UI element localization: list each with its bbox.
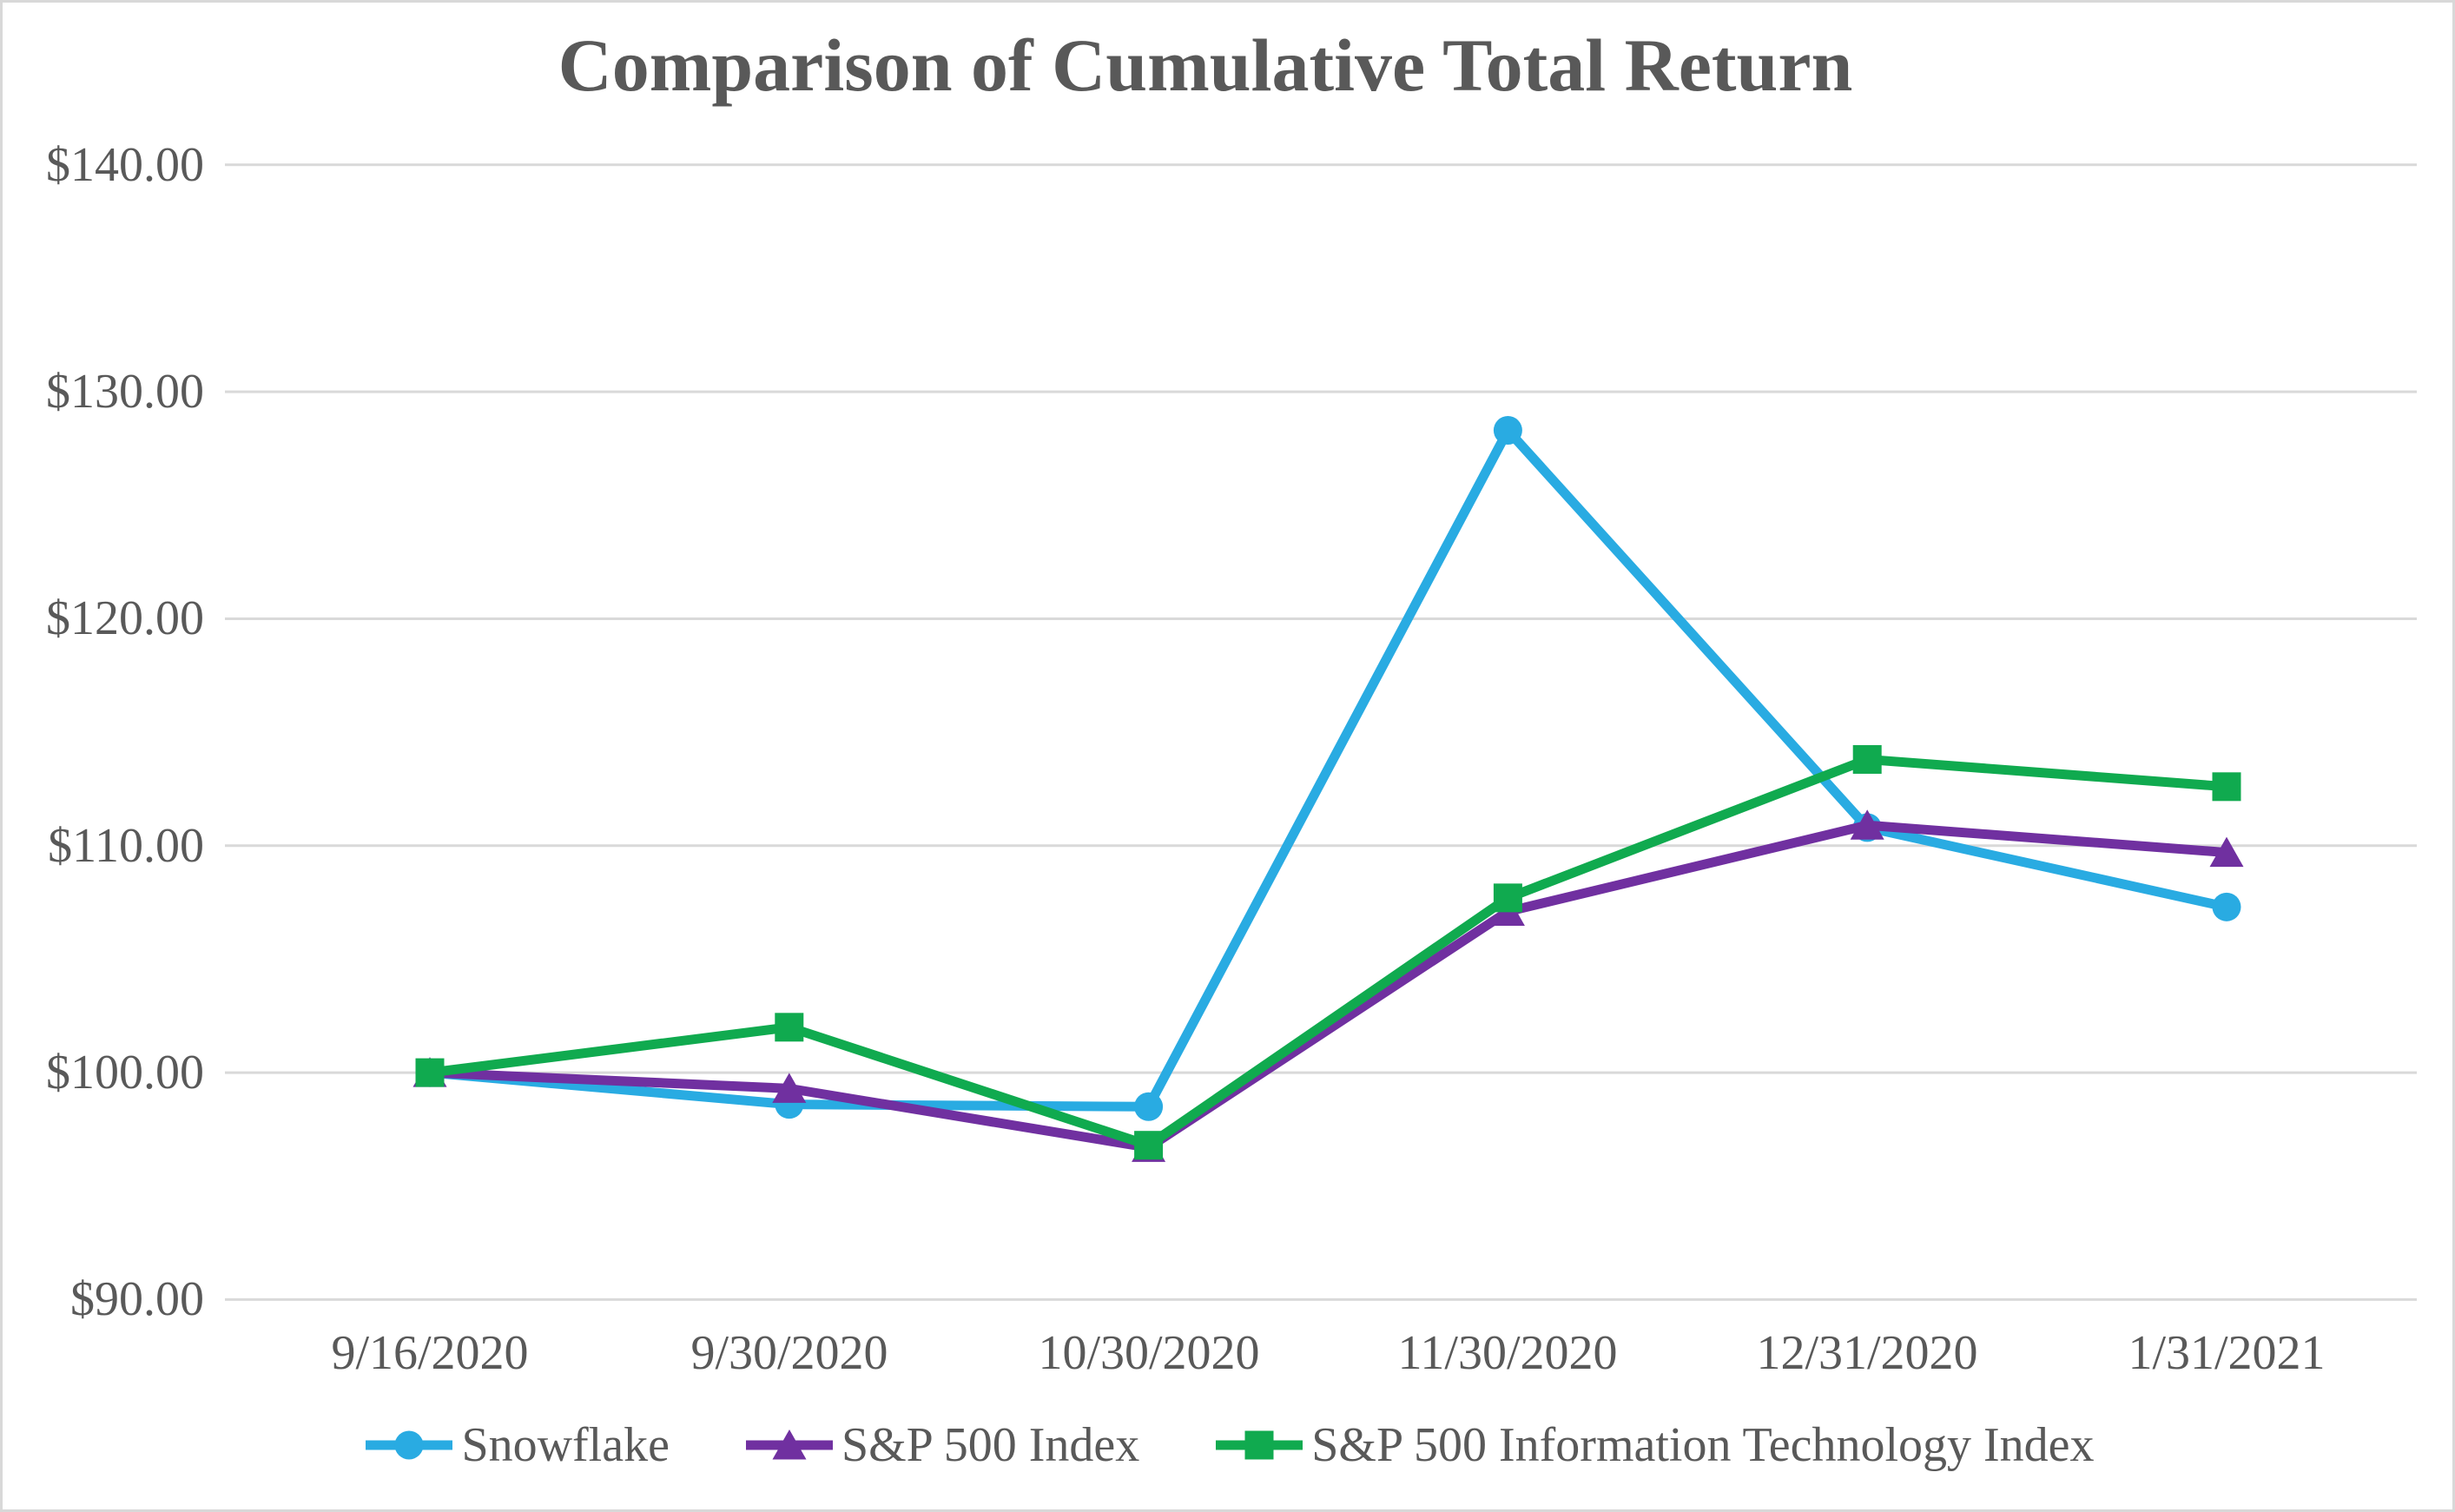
chart-title: Comparison of Cumulative Total Return xyxy=(558,23,1853,107)
marker-s2-p3 xyxy=(1493,883,1522,913)
y-tick-label: $130.00 xyxy=(46,365,204,419)
marker-s1-p1 xyxy=(772,1073,807,1103)
y-tick-label: $140.00 xyxy=(46,138,204,192)
marker-s1-p4 xyxy=(1850,809,1884,840)
marker-s0-p3 xyxy=(1493,416,1522,446)
legend-item-sp500: S&P 500 Index xyxy=(745,1415,1140,1476)
x-tick-label: 9/30/2020 xyxy=(690,1326,888,1380)
marker-s1-p5 xyxy=(2209,836,2244,868)
legend-marker-circle-icon xyxy=(366,1430,453,1460)
x-tick-label: 12/31/2020 xyxy=(1756,1326,1978,1380)
legend-label: S&P 500 Index xyxy=(841,1418,1140,1472)
x-tick-label: 1/31/2021 xyxy=(2128,1326,2326,1380)
marker-s2-p1 xyxy=(775,1013,804,1042)
legend-marker-1 xyxy=(772,1429,807,1460)
marker-s0-p5 xyxy=(2212,892,2241,921)
marker-s2-p5 xyxy=(2212,772,2241,802)
marker-s0-p2 xyxy=(1134,1092,1164,1121)
chart-legend: Snowflake S&P 500 Index S&P 500 Informat… xyxy=(3,1415,2452,1476)
marker-s2-p2 xyxy=(1134,1131,1164,1160)
series-line-0 xyxy=(425,426,2232,1112)
y-tick-label: $90.00 xyxy=(70,1272,204,1326)
legend-item-snowflake: Snowflake xyxy=(366,1415,670,1476)
legend-marker-square-icon xyxy=(1216,1430,1303,1460)
y-tick-label: $120.00 xyxy=(46,591,204,645)
legend-marker-triangle-icon xyxy=(745,1429,833,1460)
legend-marker-0 xyxy=(394,1430,424,1460)
x-tick-label: 11/30/2020 xyxy=(1397,1326,1618,1380)
x-tick-label: 10/30/2020 xyxy=(1038,1326,1260,1380)
y-tick-label: $100.00 xyxy=(46,1046,204,1099)
legend-label: Snowflake xyxy=(461,1418,670,1472)
plot-area xyxy=(225,163,2417,1301)
legend-item-sp500-it: S&P 500 Information Technology Index xyxy=(1216,1415,2095,1476)
legend-marker-2 xyxy=(1244,1430,1274,1460)
marker-s2-p0 xyxy=(415,1058,445,1087)
y-tick-label: $110.00 xyxy=(48,819,204,873)
marker-s2-p4 xyxy=(1852,744,1882,774)
series-line-1 xyxy=(425,820,2232,1152)
series-line-2 xyxy=(425,754,2232,1151)
x-tick-label: 9/16/2020 xyxy=(331,1326,529,1380)
legend-label: S&P 500 Information Technology Index xyxy=(1311,1418,2095,1472)
